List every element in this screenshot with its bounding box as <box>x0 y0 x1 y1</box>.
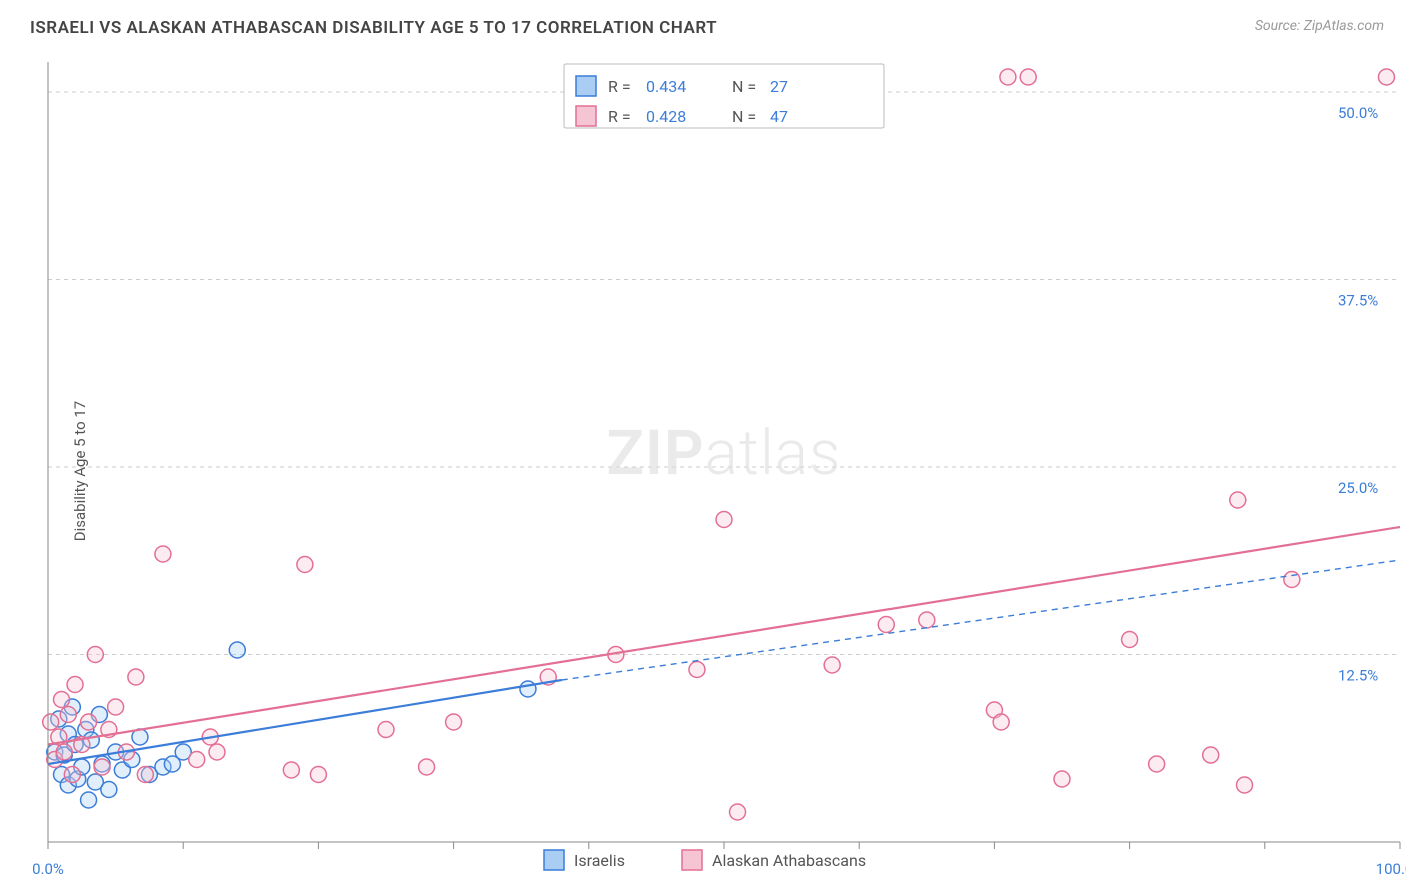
data-point <box>1378 69 1394 85</box>
data-point <box>67 677 83 693</box>
legend-n-value: 27 <box>770 77 788 96</box>
data-point <box>878 617 894 633</box>
scatter-chart: 12.5% 25.0% 37.5% 50.0% ZIPatlas 0.0% 100.0% R … <box>0 50 1406 892</box>
data-point <box>60 707 76 723</box>
data-point <box>1054 771 1070 787</box>
watermark: ZIPatlas <box>607 417 842 490</box>
data-point <box>378 722 394 738</box>
data-point <box>446 714 462 730</box>
legend-swatch <box>682 850 702 870</box>
trend-line-extrapolated <box>562 560 1400 680</box>
legend-series-label: Alaskan Athabascans <box>712 851 866 870</box>
data-point <box>189 752 205 768</box>
x-tick-label: 0.0% <box>32 860 64 878</box>
chart-title: ISRAELI VS ALASKAN ATHABASCAN DISABILITY… <box>30 18 717 38</box>
data-point <box>128 669 144 685</box>
data-point <box>1230 492 1246 508</box>
data-point <box>1284 572 1300 588</box>
data-point <box>108 699 124 715</box>
data-point <box>137 767 153 783</box>
data-point <box>520 681 536 697</box>
trend-line <box>48 680 562 764</box>
data-point <box>54 692 70 708</box>
data-point <box>94 759 110 775</box>
y-tick-label: 37.5% <box>1338 292 1378 310</box>
data-point <box>716 512 732 528</box>
data-point <box>1122 632 1138 648</box>
data-point <box>419 759 435 775</box>
data-point <box>81 792 97 808</box>
data-point <box>1237 777 1253 793</box>
data-point <box>730 804 746 820</box>
data-point <box>81 714 97 730</box>
data-point <box>689 662 705 678</box>
legend-series-label: Israelis <box>574 851 625 870</box>
data-point <box>993 714 1009 730</box>
data-point <box>101 782 117 798</box>
data-point <box>824 657 840 673</box>
y-tick-label: 25.0% <box>1338 479 1378 497</box>
x-tick-label: 100.0% <box>1376 860 1406 878</box>
data-point <box>297 557 313 573</box>
data-point <box>1020 69 1036 85</box>
source-attribution: Source: ZipAtlas.com <box>1255 18 1384 34</box>
legend-n-label: N = <box>732 107 756 126</box>
data-point <box>155 546 171 562</box>
legend-r-label: R = <box>608 107 631 126</box>
data-point <box>1149 756 1165 772</box>
data-point <box>919 612 935 628</box>
y-tick-label: 12.5% <box>1338 667 1378 685</box>
legend-n-value: 47 <box>770 107 788 126</box>
data-point <box>229 642 245 658</box>
legend-r-label: R = <box>608 77 631 96</box>
header-bar: ISRAELI VS ALASKAN ATHABASCAN DISABILITY… <box>0 0 1406 44</box>
data-point <box>56 744 72 760</box>
data-point <box>209 744 225 760</box>
trend-line <box>48 527 1400 745</box>
data-point <box>64 767 80 783</box>
data-point <box>283 762 299 778</box>
legend-r-value: 0.428 <box>646 107 686 126</box>
legend-swatch <box>544 850 564 870</box>
legend-n-label: N = <box>732 77 756 96</box>
legend-r-value: 0.434 <box>646 77 686 96</box>
legend-swatch <box>576 106 596 126</box>
data-point <box>1000 69 1016 85</box>
y-tick-label: 50.0% <box>1338 104 1378 122</box>
legend-swatch <box>576 76 596 96</box>
data-point <box>87 647 103 663</box>
data-point <box>43 714 59 730</box>
chart-container: Disability Age 5 to 17 12.5% 25.0% 37.5% 50… <box>0 50 1406 892</box>
y-axis-label: Disability Age 5 to 17 <box>71 401 89 541</box>
data-point <box>1203 747 1219 763</box>
data-point <box>310 767 326 783</box>
